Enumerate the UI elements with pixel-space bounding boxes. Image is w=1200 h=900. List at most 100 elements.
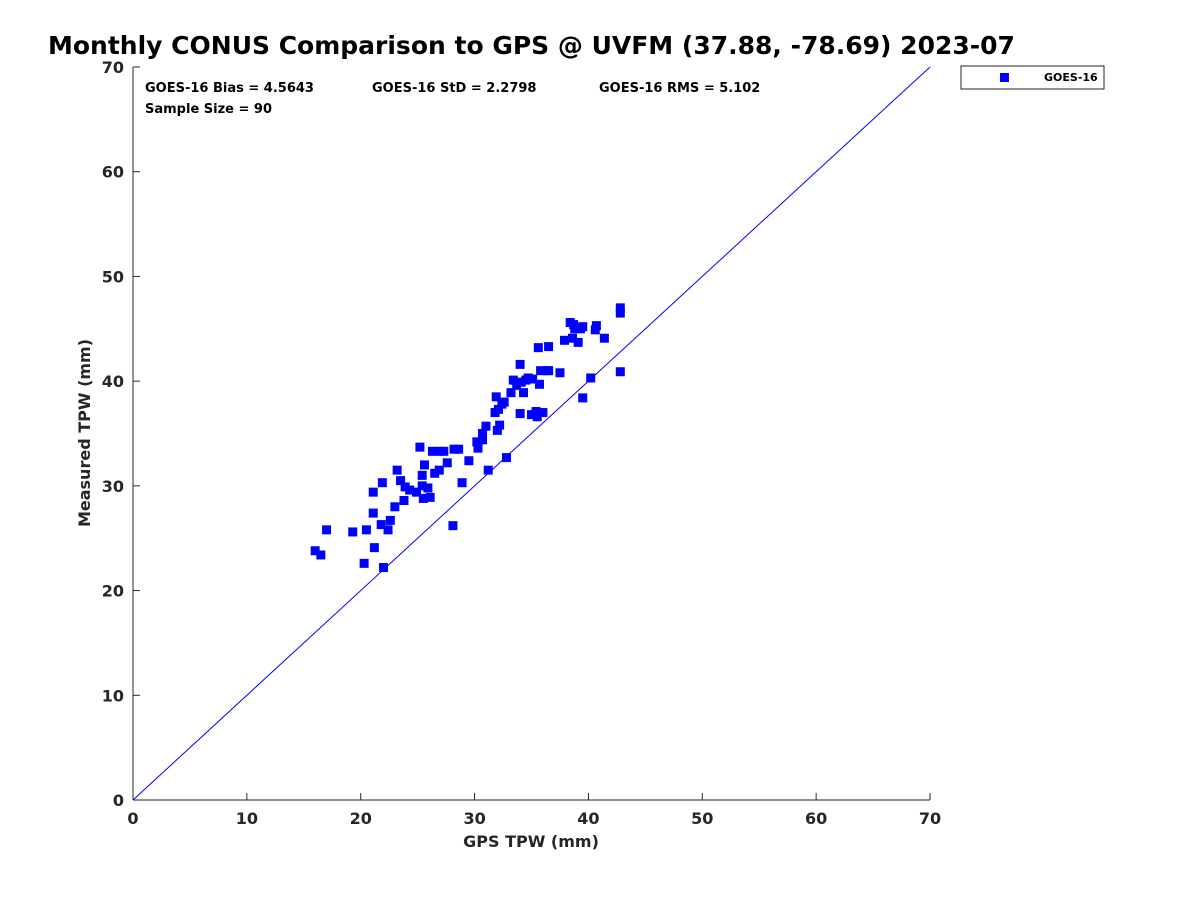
data-point bbox=[368, 487, 378, 497]
data-point bbox=[412, 487, 422, 497]
x-tick-label: 0 bbox=[127, 809, 138, 828]
data-point bbox=[515, 409, 525, 419]
data-point bbox=[544, 342, 554, 352]
data-point bbox=[390, 502, 400, 512]
data-point bbox=[523, 373, 533, 383]
std-annotation: GOES-16 StD = 2.2798 bbox=[372, 81, 536, 96]
data-point bbox=[501, 453, 511, 463]
data-point bbox=[528, 374, 538, 384]
sample-size-annotation: Sample Size = 90 bbox=[145, 102, 272, 117]
data-point bbox=[544, 366, 554, 376]
data-point bbox=[399, 496, 409, 506]
data-point bbox=[555, 368, 565, 378]
data-point bbox=[615, 303, 625, 313]
y-axis-label: Measured TPW (mm) bbox=[75, 339, 94, 527]
data-point bbox=[615, 308, 625, 318]
legend: GOES-16 bbox=[960, 65, 1105, 90]
data-point bbox=[531, 407, 541, 417]
data-point bbox=[464, 456, 474, 466]
data-point bbox=[481, 421, 491, 431]
data-point bbox=[492, 425, 502, 435]
data-point bbox=[449, 444, 459, 454]
data-point bbox=[573, 337, 583, 347]
legend-marker bbox=[1000, 73, 1009, 82]
y-tick-label: 70 bbox=[102, 58, 124, 77]
data-point bbox=[361, 525, 371, 535]
data-point bbox=[415, 442, 425, 452]
data-point bbox=[400, 482, 410, 492]
data-point bbox=[534, 379, 544, 389]
data-point bbox=[512, 380, 522, 390]
rms-annotation: GOES-16 RMS = 5.102 bbox=[599, 81, 760, 96]
data-point bbox=[417, 481, 427, 491]
data-point bbox=[532, 412, 542, 422]
legend-box bbox=[960, 65, 1105, 90]
x-axis-label: GPS TPW (mm) bbox=[463, 832, 599, 851]
data-point bbox=[516, 377, 526, 387]
data-point bbox=[396, 476, 406, 486]
data-point bbox=[392, 465, 402, 475]
y-tick-label: 30 bbox=[102, 477, 124, 496]
data-point bbox=[578, 322, 588, 332]
data-point bbox=[377, 478, 387, 488]
data-point bbox=[533, 343, 543, 353]
data-points bbox=[310, 303, 625, 573]
data-point bbox=[423, 483, 433, 493]
bias-annotation: GOES-16 Bias = 4.5643 bbox=[145, 81, 314, 96]
data-point bbox=[448, 521, 458, 531]
data-point bbox=[493, 404, 503, 414]
data-point bbox=[454, 444, 464, 454]
data-point bbox=[591, 321, 601, 331]
data-point bbox=[434, 446, 444, 456]
data-point bbox=[508, 375, 518, 385]
x-tick-label: 40 bbox=[577, 809, 599, 828]
data-point bbox=[491, 392, 501, 402]
x-tick-label: 10 bbox=[236, 809, 258, 828]
y-tick-label: 40 bbox=[102, 372, 124, 391]
data-point bbox=[472, 437, 482, 447]
data-point bbox=[310, 546, 320, 556]
data-point bbox=[369, 543, 379, 553]
data-point bbox=[527, 410, 536, 420]
x-tick-label: 70 bbox=[919, 809, 941, 828]
y-tick-label: 50 bbox=[102, 267, 124, 286]
data-point bbox=[495, 420, 505, 430]
data-point bbox=[483, 465, 493, 475]
x-ticks: 0 10 20 30 40 50 60 70 bbox=[127, 793, 941, 828]
data-point bbox=[417, 470, 427, 480]
x-tick-label: 60 bbox=[805, 809, 827, 828]
data-point bbox=[615, 367, 625, 377]
data-point bbox=[499, 397, 509, 407]
data-point bbox=[586, 373, 596, 383]
data-point bbox=[418, 493, 428, 503]
x-tick-label: 50 bbox=[691, 809, 713, 828]
chart-title: Monthly CONUS Comparison to GPS @ UVFM (… bbox=[48, 31, 1015, 60]
y-tick-label: 0 bbox=[113, 791, 124, 810]
data-point bbox=[578, 393, 588, 403]
data-point bbox=[359, 558, 369, 568]
data-point bbox=[519, 388, 529, 398]
y-tick-label: 10 bbox=[102, 686, 124, 705]
data-point bbox=[457, 478, 467, 488]
data-point bbox=[378, 563, 388, 573]
data-point bbox=[405, 485, 415, 495]
x-tick-label: 20 bbox=[350, 809, 372, 828]
data-point bbox=[536, 366, 546, 376]
data-point bbox=[425, 492, 435, 502]
data-point bbox=[515, 359, 525, 369]
data-point bbox=[368, 508, 378, 518]
y-ticks: 0 10 20 30 40 50 60 70 bbox=[102, 58, 140, 810]
data-point bbox=[348, 527, 358, 537]
data-point bbox=[434, 465, 444, 475]
data-point bbox=[567, 333, 577, 343]
data-point bbox=[478, 429, 488, 438]
legend-label: GOES-16 bbox=[1044, 71, 1098, 84]
data-point bbox=[385, 515, 395, 525]
x-tick-label: 30 bbox=[463, 809, 485, 828]
data-point bbox=[478, 435, 488, 445]
one-to-one-line bbox=[132, 66, 931, 801]
data-point bbox=[383, 525, 393, 535]
data-point bbox=[439, 446, 449, 456]
data-point bbox=[442, 458, 452, 468]
